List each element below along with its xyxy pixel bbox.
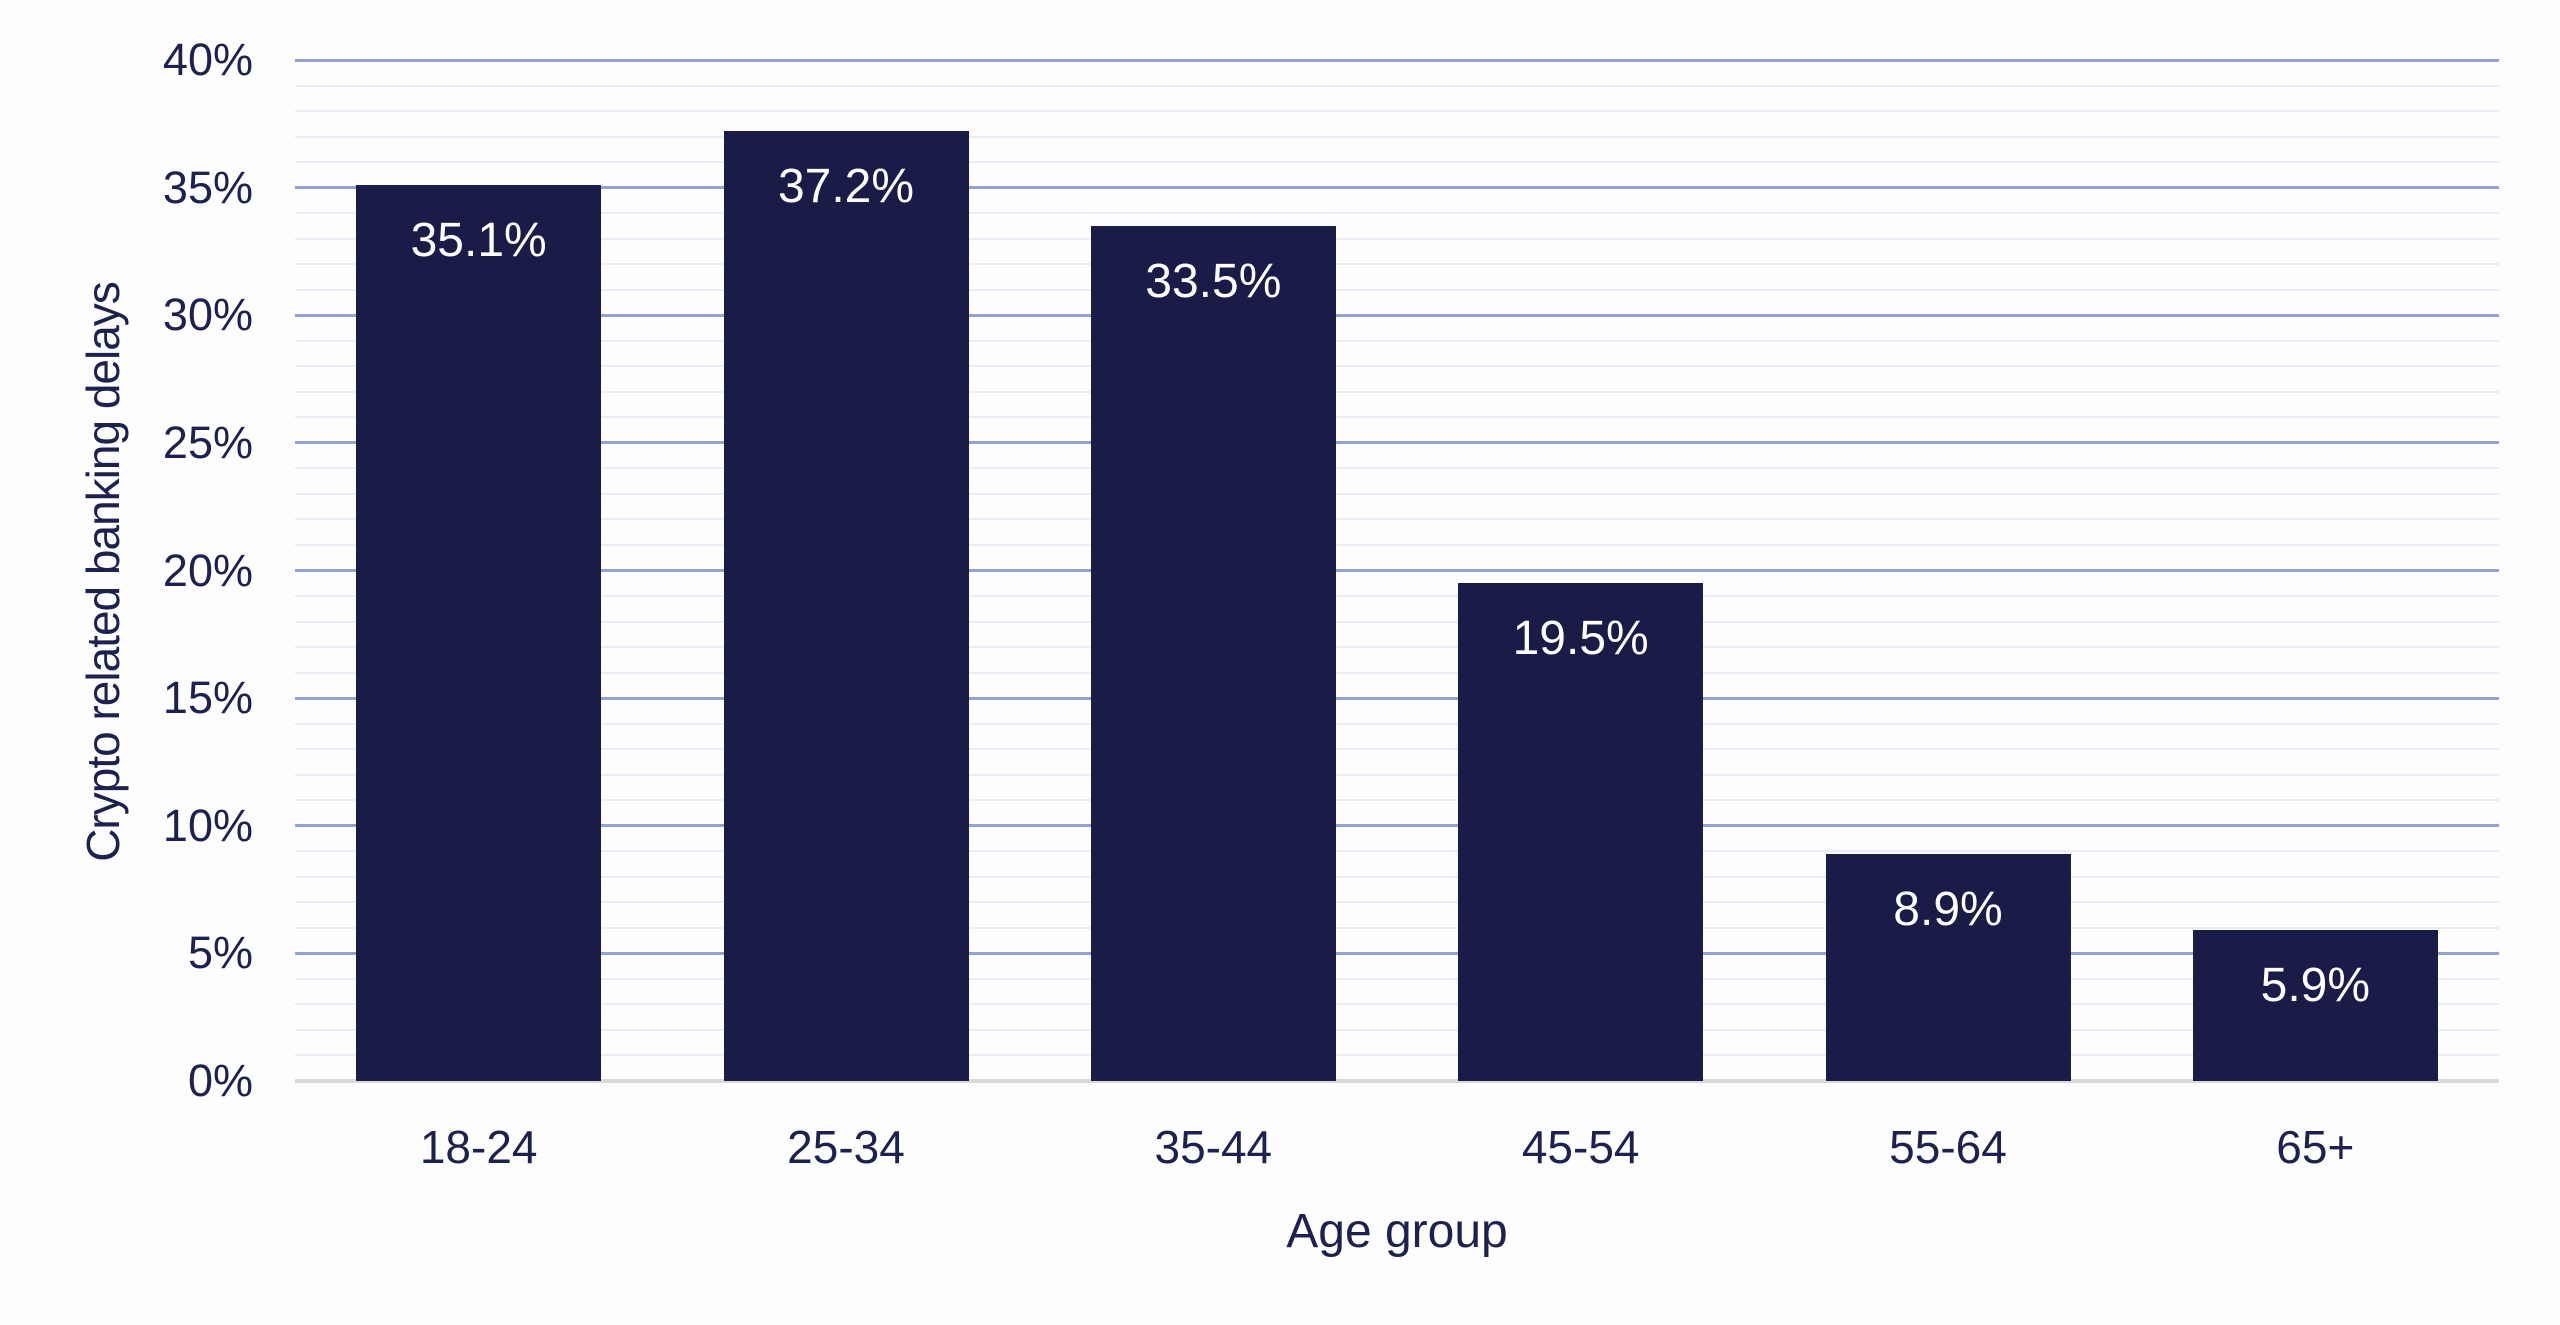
gridline-minor: [295, 135, 2499, 138]
x-tick-label: 25-34: [787, 1121, 905, 1173]
gridline-major: [295, 313, 2499, 317]
bar-value-label: 8.9%: [1893, 882, 2003, 936]
bar-value-label: 19.5%: [1512, 612, 1649, 666]
x-tick-label: 65+: [2276, 1121, 2355, 1173]
bar: [723, 131, 969, 1081]
gridline-major: [295, 824, 2499, 828]
bar: [1825, 853, 2071, 1081]
x-axis-baseline: [295, 1079, 2499, 1083]
y-tick-label: 30%: [162, 289, 253, 341]
gridline-major: [295, 696, 2499, 700]
gridline-minor: [295, 543, 2499, 546]
gridline-minor: [295, 1028, 2499, 1031]
gridline-major: [295, 58, 2499, 62]
gridline-minor: [295, 365, 2499, 368]
gridline-minor: [295, 237, 2499, 240]
gridline-minor: [295, 773, 2499, 776]
gridline-minor: [295, 671, 2499, 674]
bar: [1090, 225, 1336, 1081]
bar: [356, 185, 602, 1081]
gridline-minor: [295, 467, 2499, 470]
x-tick-label: 18-24: [419, 1121, 538, 1173]
y-tick-label: 40%: [162, 34, 253, 85]
gridline-minor: [295, 850, 2499, 853]
x-axis-title: Age group: [1286, 1205, 1508, 1258]
gridline-minor: [295, 748, 2499, 751]
gridline-minor: [295, 263, 2499, 266]
gridline-minor: [295, 492, 2499, 495]
gridline-minor: [295, 977, 2499, 980]
y-tick-label: 0%: [187, 1055, 253, 1106]
bar-value-label: 35.1%: [410, 214, 547, 268]
bar: [1458, 583, 1704, 1081]
gridline-minor: [295, 212, 2499, 215]
x-tick-label: 55-64: [1889, 1121, 2007, 1173]
gridline-minor: [295, 518, 2499, 521]
gridline-minor: [295, 416, 2499, 419]
gridline-minor: [295, 799, 2499, 802]
bar-value-label: 33.5%: [1145, 254, 1282, 308]
gridline-minor: [295, 875, 2499, 878]
gridline-minor: [295, 646, 2499, 649]
bar: [2192, 930, 2438, 1081]
gridline-major: [295, 951, 2499, 955]
gridline-minor: [295, 926, 2499, 929]
gridline-minor: [295, 288, 2499, 291]
gridline-minor: [295, 620, 2499, 623]
bar-value-label: 37.2%: [777, 160, 915, 214]
gridline-minor: [295, 84, 2499, 87]
gridline-major: [295, 569, 2499, 572]
gridline-minor: [295, 595, 2499, 598]
y-tick-label: 35%: [162, 161, 253, 213]
y-tick-label: 10%: [162, 799, 253, 851]
gridline-minor: [295, 1054, 2499, 1057]
y-tick-label: 15%: [162, 672, 253, 724]
gridline-minor: [295, 110, 2499, 113]
y-tick-label: 5%: [187, 927, 253, 979]
gridline-major: [295, 441, 2499, 445]
gridline-minor: [295, 390, 2499, 393]
gridline-major: [295, 186, 2499, 190]
gridline-minor: [295, 722, 2499, 725]
x-tick-label: 45-54: [1521, 1121, 1640, 1173]
y-tick-label: 20%: [162, 544, 253, 596]
gridline-minor: [295, 901, 2499, 904]
y-tick-label: 25%: [162, 416, 253, 468]
gridline-minor: [295, 339, 2499, 342]
gridline-minor: [295, 1003, 2499, 1006]
bar-value-label: 5.9%: [2260, 959, 2371, 1013]
x-tick-label: 35-44: [1154, 1121, 1273, 1173]
gridline-minor: [295, 161, 2499, 164]
